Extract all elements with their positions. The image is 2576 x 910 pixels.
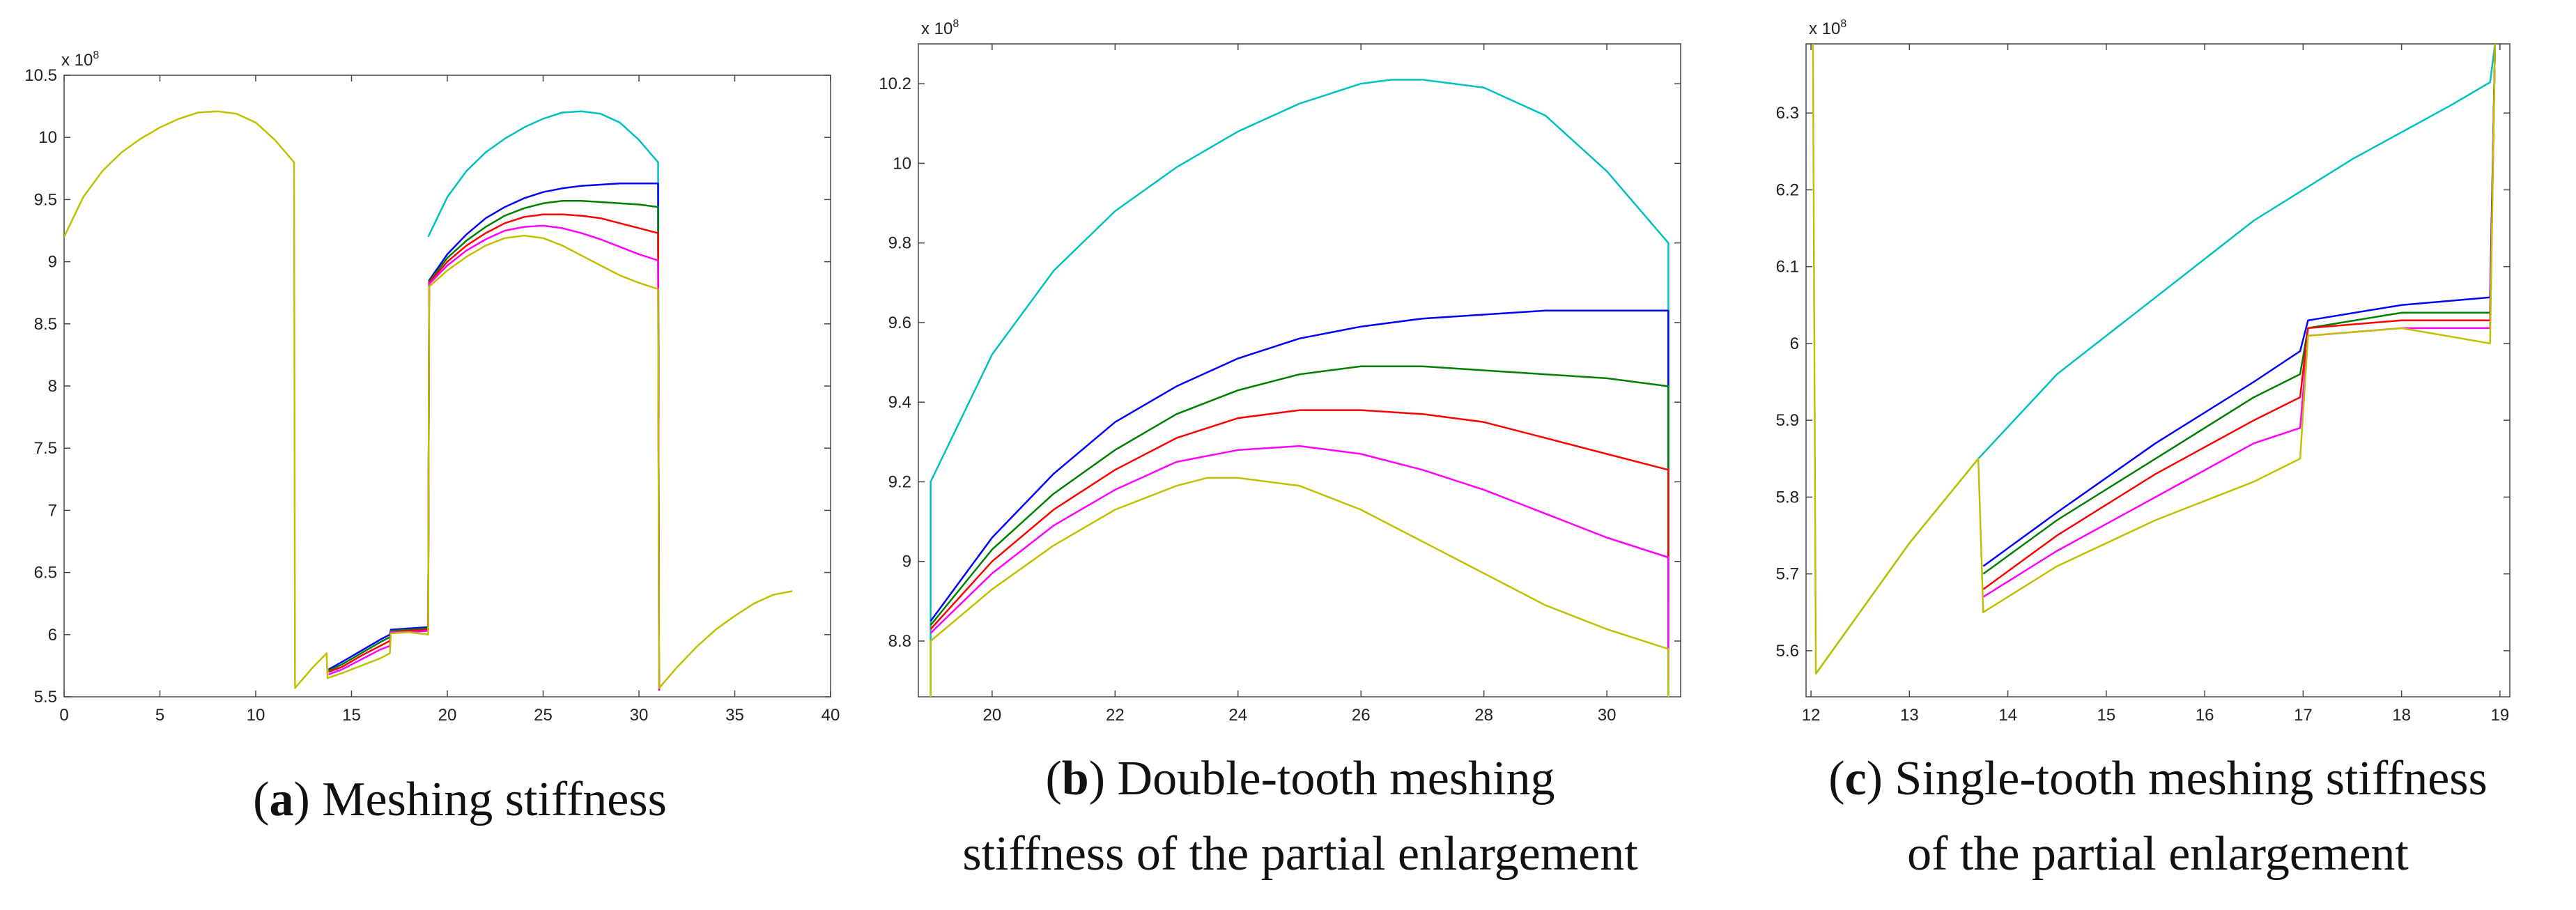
y-tick-label: 7.5: [34, 439, 57, 458]
series-line-3: [327, 199, 661, 691]
x-tick-label: 30: [630, 706, 649, 725]
y-tick-label: 9.2: [888, 472, 911, 491]
series-line-4: [930, 409, 1669, 641]
series-line-5: [1982, 44, 2497, 598]
x-tick-label: 10: [247, 706, 265, 725]
x-tick-label: 14: [1998, 706, 2017, 725]
exponent-label: x 108: [1809, 18, 1846, 38]
x-tick-label: 17: [2294, 706, 2313, 725]
y-tick-label: 10: [38, 128, 57, 147]
x-tick-label: 40: [822, 706, 840, 725]
plot-area-c: [1805, 43, 2511, 697]
x-tick-label: 16: [2196, 706, 2214, 725]
caption-line-2: of the partial enlargement: [1907, 827, 2409, 881]
y-tick-label: 9: [48, 253, 57, 272]
y-tick-label: 9.5: [34, 190, 57, 209]
plot-area-b: [918, 43, 1681, 697]
y-tick-label: 5.7: [1776, 565, 1799, 584]
caption-line-1: (b) Double-tooth meshing: [1045, 752, 1555, 805]
y-tick-label: 6.2: [1776, 180, 1799, 199]
y-tick-label: 9: [902, 553, 911, 571]
exponent-label: x 108: [61, 49, 99, 70]
y-tick-label: 10.5: [24, 66, 57, 85]
y-tick-label: 5.8: [1776, 488, 1799, 507]
series-line-5: [328, 224, 661, 691]
y-tick-label: 6.5: [34, 564, 57, 583]
x-tick-label: 12: [1802, 706, 1821, 725]
series-line-1: [427, 110, 661, 691]
series-line-6: [1812, 44, 2497, 675]
panel-c: 12 13 14 15 16 17 18 19 5.6 5.7 5.8 5.9 6 6.1 6.2 6.3 x …: [1776, 18, 2511, 881]
y-tick-label: 9.4: [888, 393, 911, 412]
x-tick-label: 28: [1474, 706, 1493, 725]
x-tick-label: 15: [342, 706, 361, 725]
x-tick-label: 20: [983, 706, 1002, 725]
series-line-6: [930, 477, 1669, 697]
series-line-6: [64, 110, 793, 689]
x-tick-label: 5: [155, 706, 164, 725]
x-tick-label: 22: [1106, 706, 1125, 725]
y-tick-label: 10.2: [879, 75, 911, 93]
series-line-1: [930, 79, 1669, 697]
series-line-5: [930, 445, 1669, 681]
y-tick-label: 5.9: [1776, 411, 1799, 430]
panel-a: 0 5 10 15 20 25 30 35 40 5.5 6 6.5 7 7.5 8 8.5 9 9.5 10 10.…: [24, 49, 840, 826]
caption-line-1: (a) Meshing stiffness: [253, 773, 667, 826]
exponent-label: x 108: [921, 18, 959, 38]
series-line-4: [1982, 44, 2497, 590]
y-tick-label: 7: [48, 501, 57, 520]
x-tick-label: 25: [534, 706, 553, 725]
x-tick-label: 24: [1228, 706, 1247, 725]
x-tick-label: 15: [2097, 706, 2115, 725]
y-tick-label: 6: [1790, 334, 1799, 353]
y-tick-label: 6.1: [1776, 258, 1799, 277]
x-tick-label: 18: [2392, 706, 2411, 725]
series-line-2: [327, 182, 661, 691]
x-tick-label: 0: [59, 706, 68, 725]
y-tick-label: 8: [48, 377, 57, 396]
y-tick-label: 6: [48, 626, 57, 645]
y-tick-label: 5.5: [34, 688, 57, 707]
y-tick-label: 8.5: [34, 315, 57, 334]
x-tick-label: 26: [1352, 706, 1371, 725]
series-line-4: [328, 213, 661, 691]
caption-line-1: (c) Single-tooth meshing stiffness: [1828, 752, 2488, 805]
plot-area-a: [63, 75, 831, 697]
y-tick-label: 10: [893, 154, 911, 173]
y-tick-label: 6.3: [1776, 104, 1799, 123]
caption-line-2: stiffness of the partial enlargement: [962, 827, 1638, 881]
x-tick-label: 30: [1598, 706, 1617, 725]
y-tick-label: 5.6: [1776, 642, 1799, 661]
series-line-2: [1982, 44, 2497, 567]
series-line-3: [1982, 44, 2497, 575]
x-tick-label: 13: [1900, 706, 1919, 725]
x-tick-label: 35: [725, 706, 744, 725]
x-tick-label: 19: [2491, 706, 2510, 725]
y-tick-label: 9.6: [888, 314, 911, 332]
series-line-3: [930, 365, 1669, 626]
series-line-2: [930, 309, 1669, 622]
x-tick-label: 20: [438, 706, 457, 725]
panel-b: 20 22 24 26 28 30 8.8 9 9.2 9.4 9.6 9.8 10 10.2 x 108 (…: [879, 18, 1681, 881]
y-tick-label: 8.8: [888, 632, 911, 651]
y-tick-label: 9.8: [888, 234, 911, 253]
